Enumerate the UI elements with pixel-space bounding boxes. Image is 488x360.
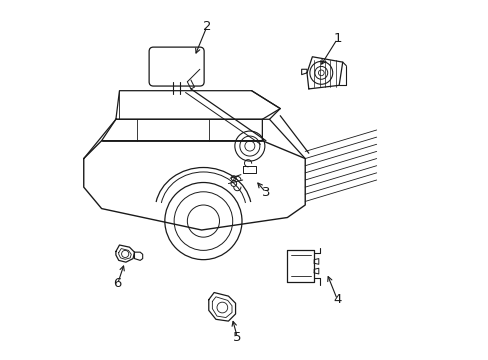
Text: 2: 2 xyxy=(203,20,211,33)
Text: 6: 6 xyxy=(113,277,122,290)
Text: 3: 3 xyxy=(261,186,270,199)
Text: 5: 5 xyxy=(233,331,241,344)
Text: 4: 4 xyxy=(332,293,341,306)
Text: 1: 1 xyxy=(332,32,341,45)
